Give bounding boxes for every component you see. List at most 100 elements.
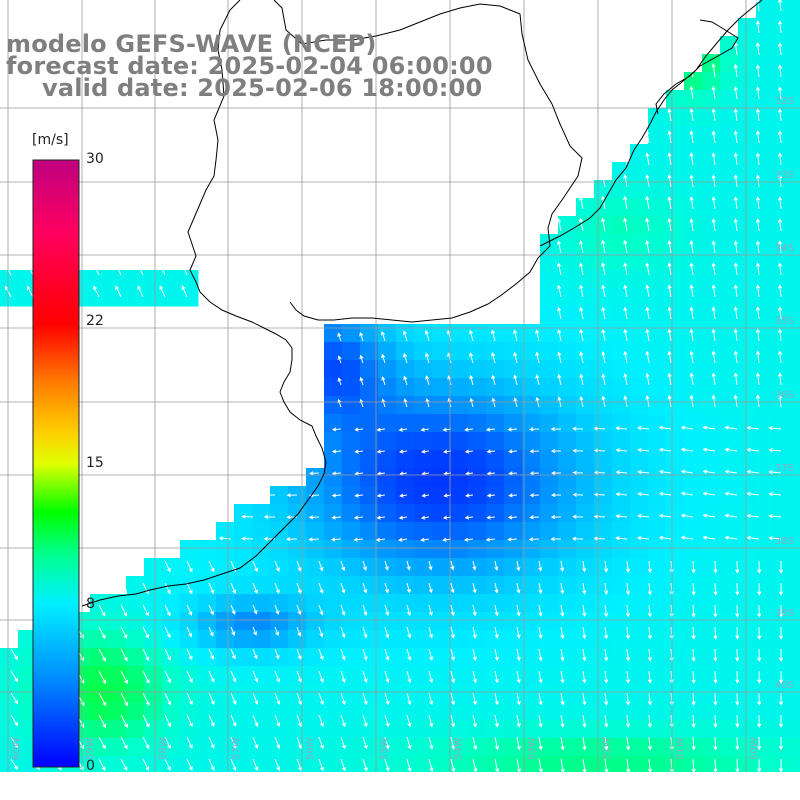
wind-arrow (208, 626, 214, 637)
wind-arrow (115, 263, 122, 276)
field-cell (558, 468, 577, 487)
field-cell (342, 522, 361, 541)
field-cell (378, 504, 397, 523)
field-cell (684, 144, 703, 163)
field-cell (630, 270, 649, 289)
field-cell (486, 522, 505, 541)
wind-arrow (757, 648, 762, 662)
wind-arrow (768, 491, 782, 497)
field-cell (414, 324, 433, 343)
field-cell (90, 648, 109, 667)
field-cell (576, 648, 595, 667)
field-cell (756, 234, 775, 253)
field-cell (432, 558, 451, 577)
field-cell (432, 576, 451, 595)
field-cell (558, 720, 577, 739)
field-cell (738, 666, 757, 685)
field-cell (216, 594, 235, 613)
field-cell (630, 360, 649, 379)
field-cell (666, 144, 685, 163)
field-cell (630, 738, 649, 757)
field-cell (540, 270, 559, 289)
field-cell (630, 252, 649, 271)
field-cell (666, 360, 685, 379)
field-cell (684, 198, 703, 217)
field-cell (576, 468, 595, 487)
field-cell (504, 684, 523, 703)
field-cell (324, 360, 343, 379)
field-cell (234, 612, 253, 631)
wind-arrow (142, 670, 150, 684)
field-cell (486, 486, 505, 505)
wind-arrow (637, 513, 650, 519)
wind-arrow (340, 648, 346, 661)
wind-arrow (208, 714, 215, 727)
wind-arrow (777, 130, 783, 144)
wind-arrow (450, 626, 455, 639)
field-cell (738, 90, 757, 109)
field-cell (756, 522, 775, 541)
wind-arrow (384, 648, 390, 661)
field-cell (666, 126, 685, 145)
wind-arrow (778, 692, 784, 706)
wind-arrow (159, 285, 166, 298)
field-cell (396, 540, 415, 559)
field-cell (90, 288, 109, 307)
field-cell (504, 612, 523, 631)
field-cell (702, 108, 721, 127)
wind-arrow (309, 471, 320, 476)
field-cell (648, 468, 667, 487)
wind-arrow (757, 560, 762, 574)
field-cell (612, 180, 631, 199)
field-cell (378, 720, 397, 739)
field-cell (576, 324, 595, 343)
wind-arrow (667, 350, 672, 364)
wind-arrow (777, 218, 783, 232)
wind-arrow (637, 469, 650, 475)
field-cell (234, 666, 253, 685)
field-cell (144, 612, 163, 631)
wind-arrow (615, 426, 628, 431)
field-cell (702, 738, 721, 757)
field-cell (360, 486, 379, 505)
wind-arrow (486, 449, 496, 454)
wind-arrow (164, 758, 171, 771)
field-cell (486, 360, 505, 379)
field-cell (648, 702, 667, 721)
field-cell (648, 162, 667, 181)
field-cell (450, 558, 469, 577)
field-cell (792, 108, 800, 127)
field-cell (630, 648, 649, 667)
field-cell (450, 468, 469, 487)
colorbar-tick-label: 8 (86, 596, 95, 613)
field-cell (702, 540, 721, 559)
field-cell (252, 720, 271, 739)
wind-arrow (186, 582, 193, 595)
wind-arrow (711, 240, 716, 254)
wind-arrow (777, 152, 783, 166)
field-cell (396, 396, 415, 415)
wind-arrow (623, 306, 628, 320)
field-cell (270, 630, 289, 649)
wind-arrow (777, 240, 783, 254)
wind-arrow (689, 262, 694, 276)
field-cell (648, 216, 667, 235)
field-cell (792, 216, 800, 235)
field-cell (342, 720, 361, 739)
wind-arrow (667, 108, 672, 122)
wind-arrow (604, 604, 609, 618)
field-cell (486, 720, 505, 739)
field-cell (702, 288, 721, 307)
field-cell (720, 522, 739, 541)
field-cell (468, 450, 487, 469)
wind-arrow (658, 491, 672, 496)
wind-arrow (208, 736, 215, 749)
field-cell (306, 684, 325, 703)
field-cell (684, 468, 703, 487)
wind-arrow (208, 692, 215, 705)
field-cell (576, 450, 595, 469)
field-cell (720, 738, 739, 757)
field-cell (702, 126, 721, 145)
wind-arrow (164, 582, 171, 595)
field-cell (774, 558, 793, 577)
